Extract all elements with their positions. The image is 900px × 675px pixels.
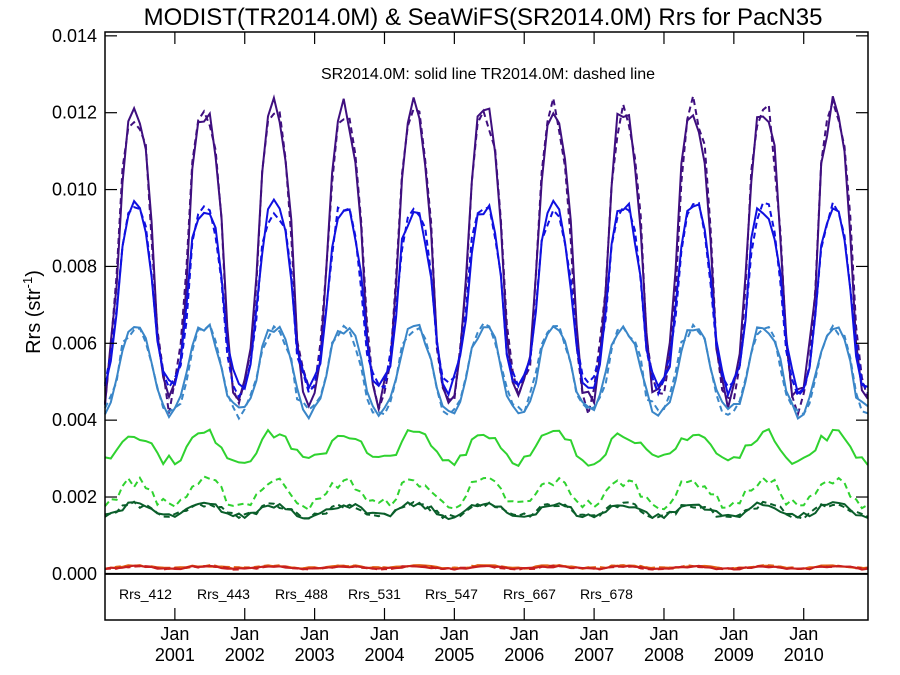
- series-line-rrs-443-solid: [104, 197, 869, 399]
- legend-entry-rrs-547: Rrs_547: [425, 586, 478, 602]
- y-tick-label: 0.006: [52, 333, 97, 353]
- x-tick-label-month: Jan: [649, 624, 678, 644]
- y-tick-label: 0.014: [52, 26, 97, 46]
- x-tick-label-month: Jan: [580, 624, 609, 644]
- y-tick-label: 0.004: [52, 410, 97, 430]
- y-tick-label: 0.008: [52, 256, 97, 276]
- y-axis-label-superscript: -1: [20, 277, 35, 289]
- series-line-rrs-531-solid: [104, 427, 869, 468]
- x-tick-label-year: 2005: [434, 645, 474, 665]
- legend-entry-rrs-678: Rrs_678: [580, 586, 633, 602]
- x-tick-label-month: Jan: [440, 624, 469, 644]
- legend-entry-rrs-443: Rrs_443: [197, 586, 250, 602]
- y-tick-label: 0.010: [52, 180, 97, 200]
- plot-lines: [104, 94, 869, 575]
- y-axis-label-main: Rrs (str: [23, 288, 45, 354]
- line-style-annotation: SR2014.0M: solid line TR2014.0M: dashed …: [321, 66, 655, 83]
- x-tick-label-year: 2003: [295, 645, 335, 665]
- x-tick-label-month: Jan: [789, 624, 818, 644]
- y-tick-label: 0.000: [52, 564, 97, 584]
- x-tick-label-month: Jan: [719, 624, 748, 644]
- series-line-rrs-443-dashed: [104, 200, 869, 400]
- y-tick-label: 0.002: [52, 487, 97, 507]
- series-line-rrs-678-solid: [104, 564, 868, 571]
- plot-frame: [104, 31, 869, 621]
- legend-entry-rrs-488: Rrs_488: [275, 586, 328, 602]
- x-tick-label-month: Jan: [510, 624, 539, 644]
- y-axis-label: Rrs (str-1): [20, 270, 45, 354]
- y-tick-label: 0.012: [52, 103, 97, 123]
- svg-text:Rrs (str-1): Rrs (str-1): [20, 270, 45, 354]
- legend-entry-rrs-667: Rrs_667: [503, 586, 556, 602]
- y-axis-ticks: 0.000 0.002 0.004 0.006 0.008 0.010 0.012 0.014: [52, 26, 868, 584]
- series-line-rrs-531-dashed: [104, 475, 869, 512]
- x-tick-label-month: Jan: [230, 624, 259, 644]
- x-tick-label-year: 2002: [225, 645, 265, 665]
- x-tick-label-month: Jan: [160, 624, 189, 644]
- x-tick-label-month: Jan: [300, 624, 329, 644]
- x-tick-label-year: 2004: [364, 645, 404, 665]
- x-tick-label-year: 2010: [784, 645, 824, 665]
- x-tick-label-year: 2006: [504, 645, 544, 665]
- x-tick-label-year: 2001: [155, 645, 195, 665]
- x-tick-label-month: Jan: [370, 624, 399, 644]
- chart-title: MODIST(TR2014.0M) & SeaWiFS(SR2014.0M) R…: [144, 4, 823, 31]
- x-tick-label-year: 2007: [574, 645, 614, 665]
- legend: Rrs_412 Rrs_443 Rrs_488 Rrs_531 Rrs_547 Rrs_6…: [119, 586, 633, 602]
- x-tick-label-year: 2009: [714, 645, 754, 665]
- series-line-rrs-678-dashed: [104, 564, 868, 571]
- x-axis-ticks: Jan2001Jan2002Jan2003Jan2004Jan2005Jan20…: [155, 32, 824, 665]
- legend-entry-rrs-531: Rrs_531: [348, 586, 401, 602]
- legend-entry-rrs-412: Rrs_412: [119, 586, 172, 602]
- series-line-rrs-412-dashed: [104, 95, 869, 418]
- series-line-rrs-488-solid: [104, 322, 869, 421]
- y-axis-label-close: ): [23, 270, 45, 277]
- x-tick-label-year: 2008: [644, 645, 684, 665]
- series-line-rrs-547-dashed: [104, 500, 869, 520]
- series-line-rrs-488-dashed: [104, 322, 869, 421]
